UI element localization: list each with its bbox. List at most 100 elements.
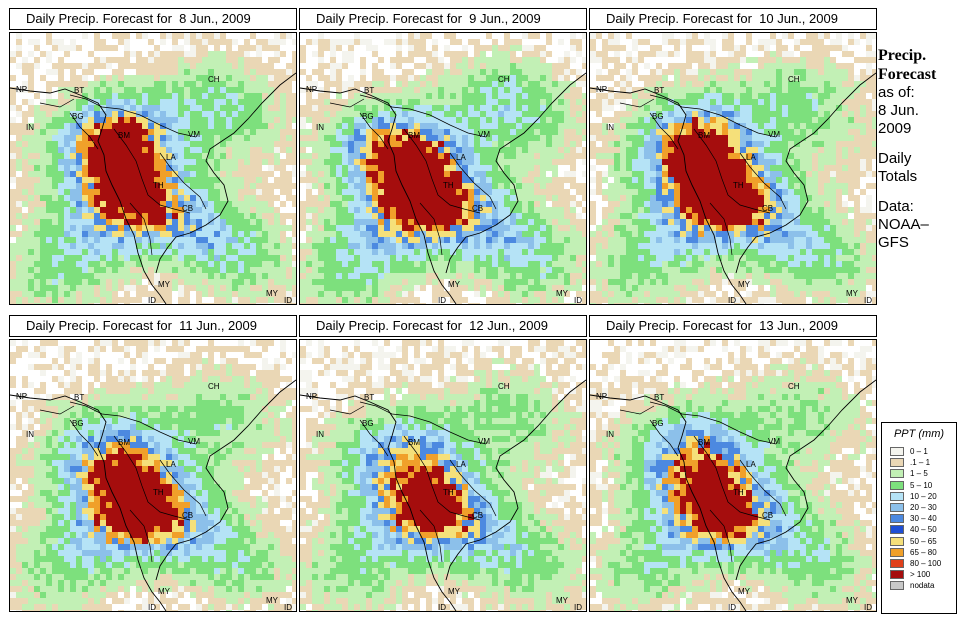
legend-label: 50 – 65 — [910, 536, 937, 546]
forecast-panel-1: Daily Precip. Forecast for 8 Jun., 2009 … — [9, 8, 297, 305]
country-border — [419, 509, 443, 563]
precip-map: NP BT BG IN BM CH VM LA TH CB MY ID MY ID — [9, 339, 297, 612]
country-label: IN — [316, 123, 324, 132]
country-label: BT — [364, 393, 374, 402]
legend-label: .1 – 1 — [910, 458, 931, 468]
legend-label: 65 – 80 — [910, 547, 937, 557]
legend-swatch — [890, 536, 904, 546]
country-label: LA — [456, 460, 466, 469]
country-label: ID — [284, 296, 292, 304]
country-label: BT — [654, 86, 664, 95]
country-label: TH — [443, 488, 454, 497]
country-border — [693, 128, 771, 214]
country-label: ID — [574, 603, 582, 611]
country-border — [449, 459, 497, 517]
country-label: VM — [768, 437, 780, 446]
country-label: IN — [26, 123, 34, 132]
panel-title: Daily Precip. Forecast for 12 Jun., 2009 — [299, 315, 587, 337]
country-border — [449, 152, 497, 210]
country-label: CB — [182, 511, 193, 520]
country-label: BM — [698, 131, 710, 140]
country-border — [739, 152, 787, 210]
sidebar-title-2: Forecast — [878, 66, 937, 83]
country-label: ID — [728, 296, 736, 304]
country-border — [69, 94, 197, 138]
country-label: BM — [408, 131, 420, 140]
country-label: TH — [733, 488, 744, 497]
country-label: MY — [158, 587, 171, 596]
country-label: NP — [596, 85, 607, 94]
country-label: CB — [472, 204, 483, 213]
legend-label: 1 – 5 — [910, 469, 928, 479]
country-label: CH — [498, 75, 510, 84]
country-label: NP — [16, 85, 27, 94]
country-border — [359, 419, 389, 457]
legend-item: 30 – 40 — [890, 513, 956, 524]
as-of-label: as of: — [878, 84, 915, 101]
country-border — [129, 509, 153, 563]
coastline — [155, 379, 296, 581]
panel-title: Daily Precip. Forecast for 10 Jun., 2009 — [589, 8, 877, 30]
legend-item: 50 – 65 — [890, 536, 956, 547]
country-border — [359, 112, 389, 150]
country-label: LA — [746, 153, 756, 162]
legend-item: 40 – 50 — [890, 524, 956, 535]
country-label: TH — [153, 488, 164, 497]
legend-item: nodata — [890, 580, 956, 591]
country-label: ID — [438, 603, 446, 611]
country-label: ID — [864, 603, 872, 611]
coastline — [300, 87, 457, 304]
country-label: CB — [182, 204, 193, 213]
country-label: TH — [153, 181, 164, 190]
data-source-label: Data: — [878, 198, 914, 215]
totals-label-2: Totals — [878, 168, 918, 185]
forecast-panel-4: Daily Precip. Forecast for 11 Jun., 2009… — [9, 315, 297, 612]
country-label: MY — [846, 289, 859, 298]
country-label: MY — [846, 596, 859, 605]
data-source-name-2: GFS — [878, 234, 909, 251]
country-label: ID — [574, 296, 582, 304]
country-label: BM — [118, 438, 130, 447]
country-label: MY — [448, 280, 461, 289]
country-label: LA — [166, 153, 176, 162]
country-label: BM — [408, 438, 420, 447]
country-label: NP — [596, 392, 607, 401]
country-border — [649, 94, 777, 138]
country-label: BT — [364, 86, 374, 95]
precip-map: NP BT BG IN BM CH VM LA TH CB MY ID MY ID — [9, 32, 297, 305]
country-border — [403, 435, 481, 521]
country-label: MY — [158, 280, 171, 289]
country-label: CB — [762, 511, 773, 520]
precip-map: NP BT BG IN BM CH VM LA TH CB MY ID MY ID — [589, 32, 877, 305]
country-label: NP — [306, 392, 317, 401]
coastline — [590, 87, 747, 304]
country-border — [329, 98, 365, 108]
country-border — [649, 112, 679, 150]
country-label: BM — [698, 438, 710, 447]
country-label: NP — [16, 392, 27, 401]
country-label: MY — [556, 289, 569, 298]
country-border — [619, 405, 655, 415]
country-border — [359, 401, 487, 445]
country-label: IN — [606, 123, 614, 132]
country-border — [329, 405, 365, 415]
country-label: VM — [478, 437, 490, 446]
country-label: CB — [762, 204, 773, 213]
legend-swatch — [890, 458, 904, 468]
country-label: TH — [733, 181, 744, 190]
country-label: ID — [728, 603, 736, 611]
country-label: IN — [316, 430, 324, 439]
country-border — [419, 202, 443, 256]
country-border — [709, 202, 733, 256]
legend-item: 1 – 5 — [890, 468, 956, 479]
country-label: ID — [148, 296, 156, 304]
country-label: VM — [478, 130, 490, 139]
country-label: CH — [788, 75, 800, 84]
legend-item: 10 – 20 — [890, 491, 956, 502]
panel-title: Daily Precip. Forecast for 9 Jun., 2009 — [299, 8, 587, 30]
precip-map: NP BT BG IN BM CH VM LA TH CB MY ID MY ID — [299, 339, 587, 612]
